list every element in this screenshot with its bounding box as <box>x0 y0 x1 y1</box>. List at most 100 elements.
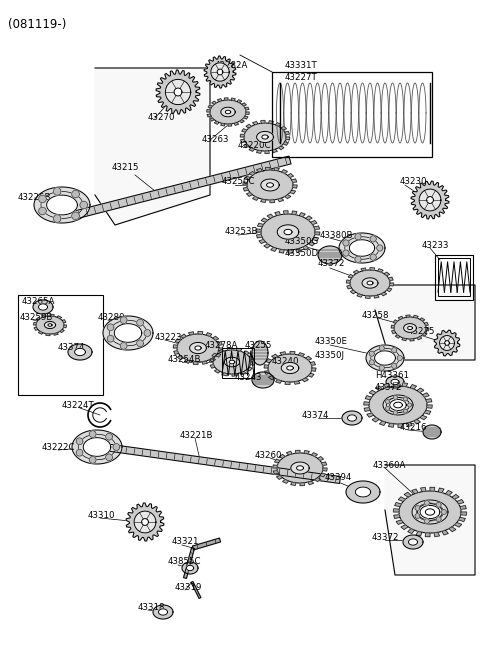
Polygon shape <box>256 229 261 232</box>
Polygon shape <box>283 142 288 145</box>
Polygon shape <box>378 269 383 272</box>
Polygon shape <box>281 170 288 173</box>
Polygon shape <box>243 144 249 148</box>
Polygon shape <box>72 212 79 220</box>
Text: 43225B: 43225B <box>18 194 51 203</box>
Polygon shape <box>403 535 423 549</box>
Polygon shape <box>422 393 429 397</box>
Polygon shape <box>74 156 291 219</box>
Polygon shape <box>457 500 464 504</box>
Polygon shape <box>57 316 62 319</box>
Polygon shape <box>210 359 214 362</box>
Polygon shape <box>306 356 312 360</box>
Polygon shape <box>392 331 396 334</box>
Polygon shape <box>395 335 400 338</box>
Polygon shape <box>257 223 264 227</box>
Polygon shape <box>76 449 83 456</box>
Polygon shape <box>292 211 297 215</box>
Polygon shape <box>264 365 268 368</box>
Bar <box>435 255 473 300</box>
Polygon shape <box>216 354 221 357</box>
Polygon shape <box>369 390 376 395</box>
Polygon shape <box>392 348 397 353</box>
Polygon shape <box>438 488 444 493</box>
Polygon shape <box>424 322 429 325</box>
Polygon shape <box>288 174 293 178</box>
Polygon shape <box>107 324 114 331</box>
Text: 43280: 43280 <box>98 314 125 323</box>
Text: 43260: 43260 <box>255 451 283 459</box>
Text: 43372: 43372 <box>375 384 403 392</box>
Polygon shape <box>218 348 223 351</box>
Polygon shape <box>273 470 278 474</box>
Text: 43318: 43318 <box>138 604 166 613</box>
Polygon shape <box>394 411 397 415</box>
Polygon shape <box>386 376 404 388</box>
Text: 43374: 43374 <box>302 411 329 419</box>
Polygon shape <box>419 189 441 211</box>
Polygon shape <box>308 373 314 377</box>
Polygon shape <box>420 415 427 420</box>
Polygon shape <box>206 333 212 337</box>
Polygon shape <box>244 351 250 354</box>
Polygon shape <box>284 211 288 214</box>
Polygon shape <box>290 352 295 354</box>
Polygon shape <box>375 386 383 390</box>
Polygon shape <box>265 167 270 170</box>
Polygon shape <box>269 121 274 124</box>
Polygon shape <box>261 199 266 203</box>
Polygon shape <box>379 346 384 351</box>
Polygon shape <box>311 220 317 224</box>
Polygon shape <box>229 360 235 364</box>
Polygon shape <box>416 531 422 536</box>
Polygon shape <box>434 532 440 537</box>
Text: 43321: 43321 <box>172 537 200 546</box>
Polygon shape <box>53 188 61 195</box>
Polygon shape <box>322 462 327 465</box>
Text: 43350D: 43350D <box>285 249 319 258</box>
Polygon shape <box>215 121 219 124</box>
Text: 43265A: 43265A <box>22 298 55 306</box>
Polygon shape <box>126 503 164 541</box>
Polygon shape <box>264 371 270 375</box>
Polygon shape <box>279 455 285 459</box>
Polygon shape <box>103 316 153 350</box>
Polygon shape <box>357 294 362 297</box>
Text: 43230: 43230 <box>400 178 428 186</box>
Polygon shape <box>459 518 465 522</box>
Polygon shape <box>38 304 48 310</box>
Polygon shape <box>33 300 53 314</box>
Polygon shape <box>243 188 248 191</box>
Polygon shape <box>353 270 359 274</box>
Polygon shape <box>274 167 279 171</box>
Polygon shape <box>402 383 408 387</box>
Polygon shape <box>212 101 216 104</box>
Polygon shape <box>452 495 459 499</box>
Polygon shape <box>50 314 54 316</box>
Polygon shape <box>236 348 242 351</box>
Polygon shape <box>89 441 340 483</box>
Polygon shape <box>369 359 374 365</box>
Polygon shape <box>386 288 392 291</box>
Polygon shape <box>42 315 47 318</box>
Polygon shape <box>287 451 292 455</box>
Polygon shape <box>374 295 379 298</box>
Polygon shape <box>45 321 56 329</box>
Polygon shape <box>215 369 220 373</box>
Polygon shape <box>422 333 427 336</box>
Polygon shape <box>107 335 114 342</box>
Polygon shape <box>228 124 232 126</box>
Polygon shape <box>384 272 390 276</box>
Text: 43243: 43243 <box>235 373 263 382</box>
Polygon shape <box>412 500 448 524</box>
Polygon shape <box>142 519 148 525</box>
Polygon shape <box>401 525 408 529</box>
Polygon shape <box>362 277 378 288</box>
Polygon shape <box>384 384 390 388</box>
Polygon shape <box>306 216 312 220</box>
Polygon shape <box>455 522 462 527</box>
Polygon shape <box>343 250 349 256</box>
Polygon shape <box>144 329 151 337</box>
Polygon shape <box>420 505 440 519</box>
Polygon shape <box>189 332 194 335</box>
